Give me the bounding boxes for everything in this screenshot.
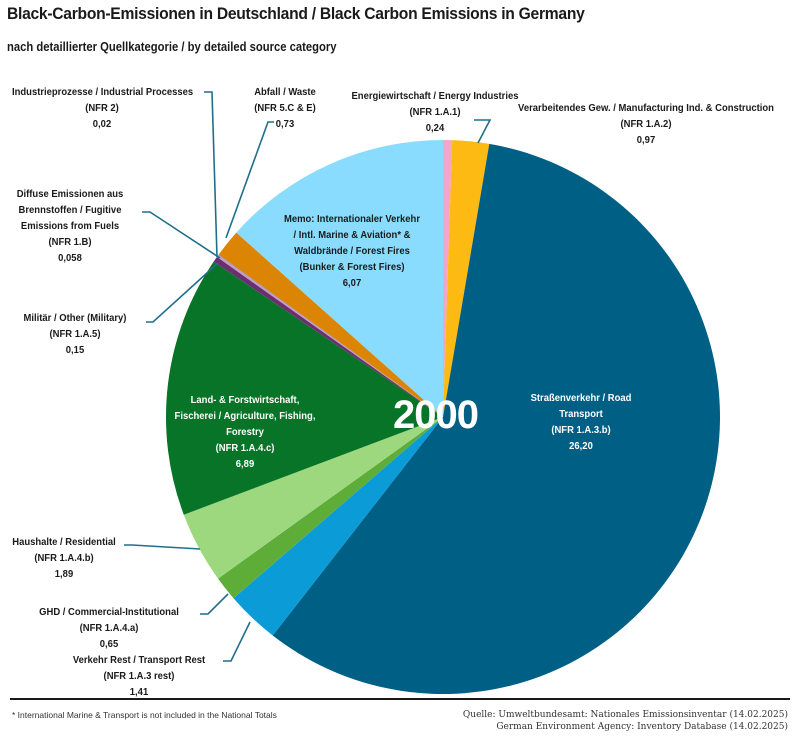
source-citation: Quelle: Umweltbundesamt: Nationales Emis…: [462, 710, 788, 732]
pie-slice: [272, 143, 720, 695]
year-label: 2000: [393, 393, 479, 437]
pie-slice: [443, 139, 453, 417]
pie-slice: [218, 254, 443, 417]
leader-line: [142, 211, 221, 259]
leader-line: [225, 121, 274, 239]
pie-slice: [236, 140, 443, 417]
leader-line: [124, 544, 201, 550]
label-military: Militär / Other (Military) (NFR 1.A.5) 0,1…: [23, 312, 127, 356]
chart-subtitle: nach detaillierter Quellkategorie / by d…: [7, 40, 337, 54]
footer-divider: [10, 698, 790, 700]
pie-slice: [218, 417, 443, 599]
label-fugitive-emissions: Diffuse Emissionen aus Brennstoffen / Fug…: [16, 188, 124, 264]
chart-title: Black-Carbon-Emissionen in Deutschland /…: [7, 4, 585, 23]
leader-line: [474, 119, 492, 144]
pie-slice: [165, 261, 443, 515]
label-waste: Abfall / Waste (NFR 5.C & E) 0,73: [254, 86, 316, 130]
pie-slice: [218, 232, 443, 417]
leader-line: [204, 91, 218, 258]
label-road-transport: Straßenverkehr / Road Transport (NFR 1.A.3…: [530, 392, 632, 452]
pie-slices: [165, 139, 720, 695]
leader-lines: [124, 91, 492, 662]
pie-slice: [443, 140, 490, 417]
leader-line: [223, 621, 251, 662]
label-residential: Haushalte / Residential (NFR 1.A.4.b) 1,89: [12, 536, 116, 580]
pie-slice: [213, 256, 443, 417]
pie-slice: [233, 417, 443, 636]
pie-slice: [216, 255, 443, 417]
label-manufacturing: Verarbeitendes Gew. / Manufacturing Ind.…: [518, 102, 774, 146]
pie-slice: [183, 417, 443, 579]
label-agriculture: Land- & Forstwirtschaft, Fischerei / Agri…: [174, 394, 316, 470]
label-transport-rest: Verkehr Rest / Transport Rest (NFR 1.A.3 …: [72, 654, 206, 698]
footnote: * International Marine & Transport is no…: [12, 710, 277, 720]
label-energy-industries: Energiewirtschaft / Energy Industries (NF…: [351, 90, 519, 134]
label-commercial: GHD / Commercial-Institutional (NFR 1.A.4…: [39, 606, 179, 650]
label-memo-international: Memo: Internationaler Verkehr / Intl. Mar…: [283, 213, 421, 289]
leader-line: [146, 262, 219, 323]
leader-line: [200, 593, 229, 615]
label-industrial-processes: Industrieprozesse / Industrial Processes…: [12, 86, 194, 130]
